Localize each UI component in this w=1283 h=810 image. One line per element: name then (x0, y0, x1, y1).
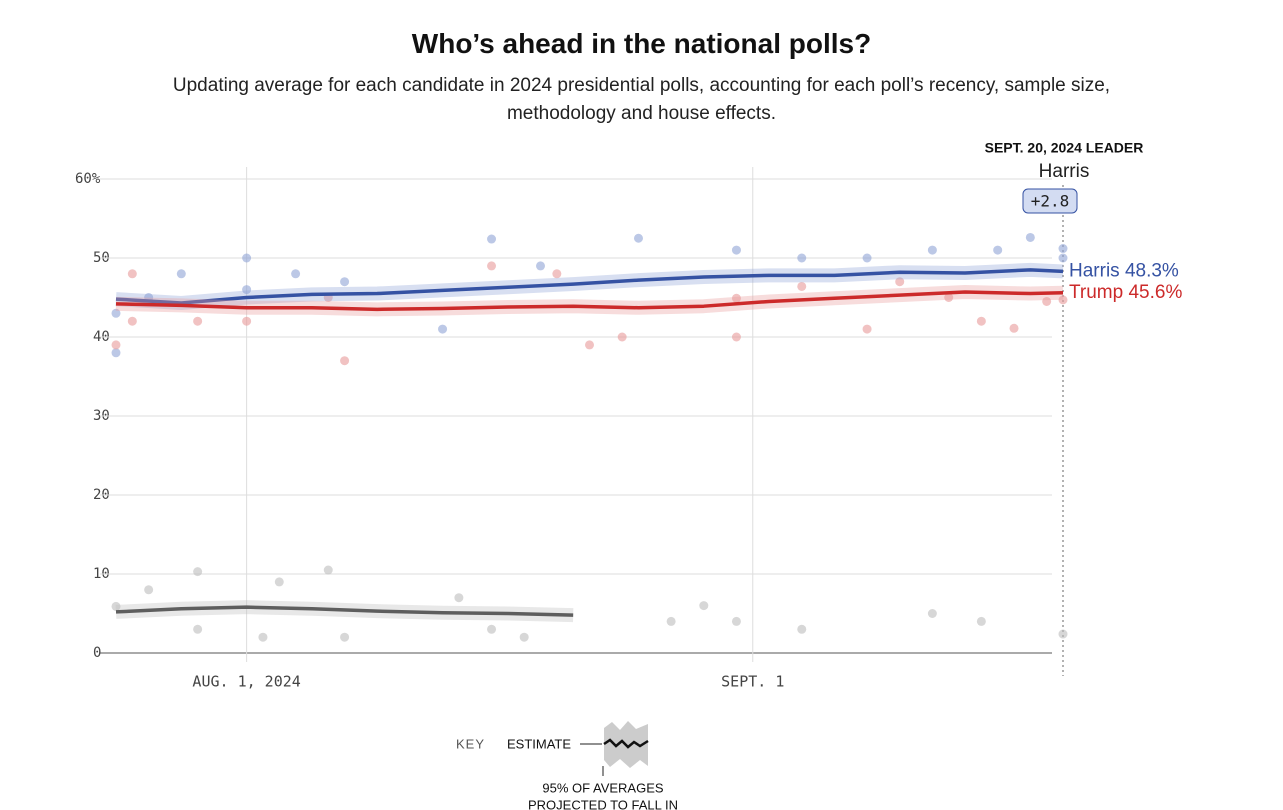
leader-margin: +2.8 (1031, 192, 1070, 211)
chart-subtitle: Updating average for each candidate in 2… (172, 75, 1111, 124)
poll-dot (927, 609, 937, 618)
y-tick-label: 60% (75, 171, 101, 187)
poll-dot (438, 324, 448, 334)
poll-dot (617, 332, 627, 342)
poll-dot (862, 253, 872, 263)
poll-dot (1058, 295, 1068, 305)
poll-dot (536, 261, 546, 271)
poll-dot (731, 245, 741, 255)
poll-dot (340, 356, 350, 366)
poll-dot (323, 565, 333, 575)
poll-dot (552, 269, 562, 279)
poll-dot (258, 632, 268, 642)
poll-dot (242, 253, 252, 263)
poll-dot (976, 316, 986, 326)
poll-dot (731, 332, 741, 342)
key-band-text: 95% OF AVERAGES (542, 780, 663, 795)
poll-dot (1025, 232, 1035, 242)
poll-dot (927, 245, 937, 255)
poll-dot (862, 324, 872, 334)
poll-dot (797, 624, 807, 634)
poll-dot (797, 253, 807, 263)
chart-title: Who’s ahead in the national polls? (411, 28, 872, 59)
poll-dot (585, 340, 594, 350)
poll-dot (144, 585, 154, 595)
average-line (115, 268, 1064, 305)
poll-dot (1058, 253, 1068, 263)
poll-dot (519, 632, 529, 642)
poll-dot (291, 269, 301, 279)
poll-dot (454, 593, 464, 603)
poll-dot (944, 293, 954, 302)
leader-name: Harris (1039, 161, 1090, 182)
poll-dot (176, 269, 186, 279)
poll-dot (1058, 244, 1068, 254)
poll-dot (274, 577, 284, 587)
x-tick-label: SEPT. 1 (721, 673, 784, 691)
poll-dot (487, 261, 497, 271)
poll-dot (340, 632, 350, 642)
poll-dot (666, 616, 676, 626)
average-line (115, 605, 574, 617)
series-name: Trump (1069, 282, 1123, 303)
key-estimate: ESTIMATE (507, 736, 571, 751)
poll-dot (993, 245, 1003, 255)
poll-dot (193, 316, 203, 326)
series-label: Trump 45.6% (1069, 282, 1182, 303)
poll-dot (1042, 296, 1052, 306)
poll-dot (976, 616, 986, 626)
poll-dot (127, 316, 137, 326)
poll-dot (111, 340, 121, 350)
poll-dot (111, 348, 121, 358)
poll-dot (487, 234, 497, 244)
poll-dot (111, 601, 121, 611)
poll-dot (340, 277, 350, 287)
poll-dot (1009, 323, 1019, 333)
series-value: 45.6% (1128, 282, 1182, 303)
x-tick-label: AUG. 1, 2024 (192, 673, 300, 691)
poll-dot (127, 269, 137, 279)
key-estimate-line (603, 738, 649, 749)
poll-dot (242, 285, 252, 295)
poll-dot (193, 567, 203, 577)
poll-dot (699, 601, 709, 611)
poll-dot (731, 616, 741, 626)
series-label: Harris 48.3% (1069, 260, 1179, 281)
average-line (115, 290, 1064, 312)
key-title: KEY (456, 736, 485, 751)
poll-dot (1058, 629, 1068, 639)
poll-dot (895, 277, 905, 287)
poll-dot (111, 308, 121, 318)
poll-dot (242, 316, 252, 326)
poll-dot (487, 624, 497, 634)
y-tick-label: 0 (93, 645, 101, 661)
header: Who’s ahead in the national polls? Updat… (0, 0, 1283, 128)
key-band-text: PROJECTED TO FALL IN (528, 797, 678, 810)
poll-dot (731, 293, 741, 303)
poll-dot (797, 281, 807, 291)
leader-box (1022, 188, 1078, 214)
poll-dot (193, 624, 203, 634)
series-name: Harris (1069, 260, 1120, 281)
series-value: 48.3% (1125, 260, 1179, 281)
leader-heading: SEPT. 20, 2024 LEADER (985, 140, 1144, 156)
poll-dot (633, 233, 643, 243)
